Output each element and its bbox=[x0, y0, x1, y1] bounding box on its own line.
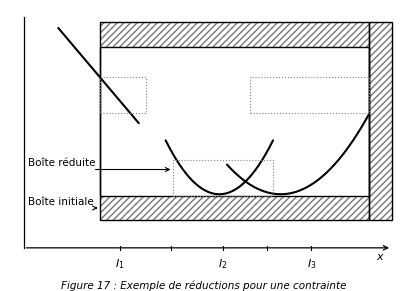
Bar bbox=[369, 22, 392, 220]
Bar bbox=[100, 77, 146, 113]
Bar bbox=[173, 160, 273, 196]
Bar bbox=[100, 22, 369, 220]
Text: Figure 17 : Exemple de réductions pour une contrainte: Figure 17 : Exemple de réductions pour u… bbox=[61, 281, 347, 291]
Text: Boîte initiale: Boîte initiale bbox=[28, 197, 93, 207]
Bar bbox=[369, 22, 392, 220]
Text: Boîte réduite: Boîte réduite bbox=[28, 158, 95, 168]
Text: $x$: $x$ bbox=[376, 252, 385, 262]
Text: $I_2$: $I_2$ bbox=[218, 258, 228, 271]
Text: $I_1$: $I_1$ bbox=[115, 258, 124, 271]
Bar bbox=[100, 196, 369, 220]
Bar bbox=[250, 77, 369, 113]
Text: $I_3$: $I_3$ bbox=[307, 258, 316, 271]
Bar bbox=[100, 22, 369, 47]
Bar bbox=[100, 22, 369, 220]
Bar bbox=[100, 47, 369, 196]
